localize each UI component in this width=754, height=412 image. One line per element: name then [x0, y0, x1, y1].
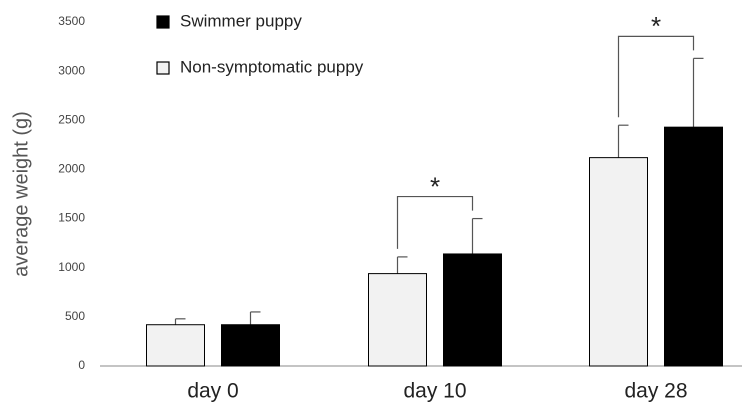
bar [146, 324, 205, 367]
significance-bracket [617, 35, 695, 118]
x-tick-label: day 28 [624, 380, 687, 403]
y-tick-label: 500 [65, 309, 85, 323]
y-tick-label: 0 [78, 358, 85, 372]
bar [368, 273, 427, 367]
y-tick-label: 2000 [58, 162, 85, 176]
legend-label: Non-symptomatic puppy [180, 57, 364, 76]
y-tick-label: 3500 [58, 14, 85, 28]
x-tick-label: day 10 [403, 380, 466, 403]
legend-swatch [156, 15, 170, 29]
y-axis-label: average weight (g) [10, 111, 32, 277]
annotation: * [430, 171, 440, 201]
legend-label: Swimmer puppy [180, 11, 302, 30]
annotation: * [651, 11, 661, 41]
bar [443, 253, 502, 367]
bar [664, 126, 723, 367]
y-tick-label: 1500 [58, 211, 85, 225]
y-tick-label: 3000 [58, 63, 85, 77]
significance-bracket [396, 195, 474, 249]
x-tick-label: day 0 [187, 380, 238, 403]
y-tick-label: 2500 [58, 112, 85, 126]
y-tick-label: 1000 [58, 260, 85, 274]
legend-swatch [156, 61, 170, 75]
bar [589, 157, 648, 367]
bar [221, 324, 280, 367]
